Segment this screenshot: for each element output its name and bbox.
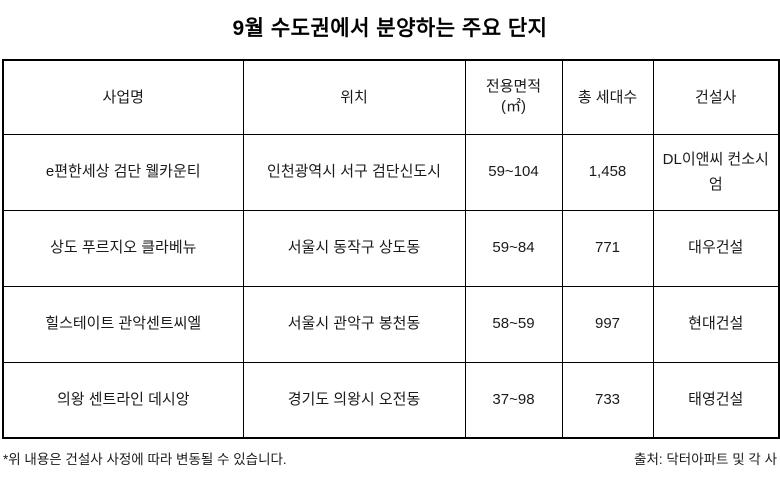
disclaimer-note: *위 내용은 건설사 사정에 따라 변동될 수 있습니다. (3, 452, 287, 467)
table-row: 힐스테이트 관악센트씨엘 서울시 관악구 봉천동 58~59 997 현대건설 (2, 285, 780, 363)
header-cell-exclusive-area: 전용면적 (㎡) (464, 59, 563, 135)
cell-exclusive-area: 59~104 (464, 133, 563, 211)
cell-location: 서울시 관악구 봉천동 (242, 285, 466, 363)
table-row: 상도 푸르지오 클라베뉴 서울시 동작구 상도동 59~84 771 대우건설 (2, 209, 780, 287)
footer: *위 내용은 건설사 사정에 따라 변동될 수 있습니다. 출처: 닥터아파트 … (3, 448, 777, 468)
apartment-complex-table: 사업명 위치 전용면적 (㎡) 총 세대수 건설사 e편한세상 검단 웰카운티 … (2, 59, 780, 439)
cell-location: 서울시 동작구 상도동 (242, 209, 466, 287)
cell-exclusive-area: 59~84 (464, 209, 563, 287)
header-row: 사업명 위치 전용면적 (㎡) 총 세대수 건설사 (2, 59, 780, 135)
cell-total-units: 1,458 (561, 133, 654, 211)
table-row: e편한세상 검단 웰카운티 인천광역시 서구 검단신도시 59~104 1,45… (2, 133, 780, 211)
cell-builder: 현대건설 (652, 285, 780, 363)
cell-project-name: 의왕 센트라인 데시앙 (2, 361, 244, 439)
cell-project-name: 상도 푸르지오 클라베뉴 (2, 209, 244, 287)
source-credit: 출처: 닥터아파트 및 각 사 (634, 452, 777, 467)
page-title: 9월 수도권에서 분양하는 주요 단지 (232, 17, 548, 40)
cell-location: 인천광역시 서구 검단신도시 (242, 133, 466, 211)
cell-project-name: e편한세상 검단 웰카운티 (2, 133, 244, 211)
header-area-unit: (㎡) (501, 98, 526, 116)
cell-total-units: 997 (561, 285, 654, 363)
header-area-label: 전용면적 (485, 78, 542, 95)
cell-builder: 태영건설 (652, 361, 780, 439)
cell-total-units: 733 (561, 361, 654, 439)
header-cell-project-name: 사업명 (2, 59, 244, 135)
cell-builder: DL이앤씨 컨소시엄 (652, 133, 780, 211)
cell-exclusive-area: 58~59 (464, 285, 563, 363)
table-row: 의왕 센트라인 데시앙 경기도 의왕시 오전동 37~98 733 태영건설 (2, 361, 780, 439)
cell-total-units: 771 (561, 209, 654, 287)
cell-builder: 대우건설 (652, 209, 780, 287)
cell-project-name: 힐스테이트 관악센트씨엘 (2, 285, 244, 363)
cell-location: 경기도 의왕시 오전동 (242, 361, 466, 439)
header-cell-location: 위치 (242, 59, 466, 135)
header-cell-total-units: 총 세대수 (561, 59, 654, 135)
header-cell-builder: 건설사 (652, 59, 780, 135)
cell-exclusive-area: 37~98 (464, 361, 563, 439)
